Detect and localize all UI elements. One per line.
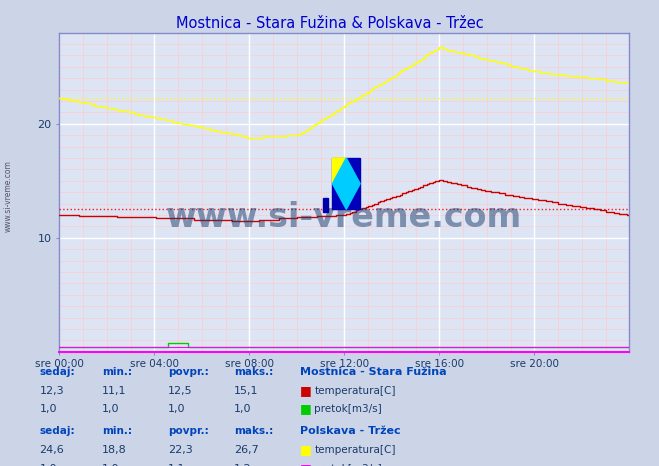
Text: sedaj:: sedaj:	[40, 426, 75, 436]
Text: 18,8: 18,8	[102, 445, 127, 455]
Text: pretok[m3/s]: pretok[m3/s]	[314, 464, 382, 466]
Text: ■: ■	[300, 462, 312, 466]
Text: temperatura[C]: temperatura[C]	[314, 386, 396, 396]
Text: Mostnica - Stara Fužina: Mostnica - Stara Fužina	[300, 367, 446, 377]
Text: www.si-vreme.com: www.si-vreme.com	[166, 201, 523, 234]
Bar	[332, 158, 360, 209]
Text: 26,7: 26,7	[234, 445, 259, 455]
Text: ■: ■	[300, 403, 312, 415]
Text: 22,3: 22,3	[168, 445, 193, 455]
Text: 15,1: 15,1	[234, 386, 258, 396]
Bar	[322, 198, 328, 212]
Text: 12,3: 12,3	[40, 386, 64, 396]
Text: povpr.:: povpr.:	[168, 367, 209, 377]
Text: pretok[m3/s]: pretok[m3/s]	[314, 404, 382, 414]
Text: 24,6: 24,6	[40, 445, 65, 455]
Text: Polskava - Tržec: Polskava - Tržec	[300, 426, 401, 436]
Text: ■: ■	[300, 443, 312, 456]
Text: 1,0: 1,0	[234, 404, 252, 414]
Text: 11,1: 11,1	[102, 386, 127, 396]
Text: 1,1: 1,1	[168, 464, 186, 466]
Polygon shape	[332, 158, 360, 209]
Text: temperatura[C]: temperatura[C]	[314, 445, 396, 455]
Text: min.:: min.:	[102, 426, 132, 436]
Text: Mostnica - Stara Fužina & Polskava - Tržec: Mostnica - Stara Fužina & Polskava - Trž…	[176, 16, 483, 31]
Text: maks.:: maks.:	[234, 426, 273, 436]
Text: povpr.:: povpr.:	[168, 426, 209, 436]
Text: ■: ■	[300, 384, 312, 397]
Text: 1,2: 1,2	[234, 464, 252, 466]
Text: 1,0: 1,0	[168, 404, 186, 414]
Text: 1,0: 1,0	[40, 464, 57, 466]
Text: www.si-vreme.com: www.si-vreme.com	[3, 160, 13, 232]
Text: 1,0: 1,0	[102, 404, 120, 414]
Text: min.:: min.:	[102, 367, 132, 377]
Text: 12,5: 12,5	[168, 386, 192, 396]
Text: maks.:: maks.:	[234, 367, 273, 377]
Text: 1,0: 1,0	[102, 464, 120, 466]
Text: sedaj:: sedaj:	[40, 367, 75, 377]
Text: 1,0: 1,0	[40, 404, 57, 414]
Polygon shape	[332, 158, 347, 184]
